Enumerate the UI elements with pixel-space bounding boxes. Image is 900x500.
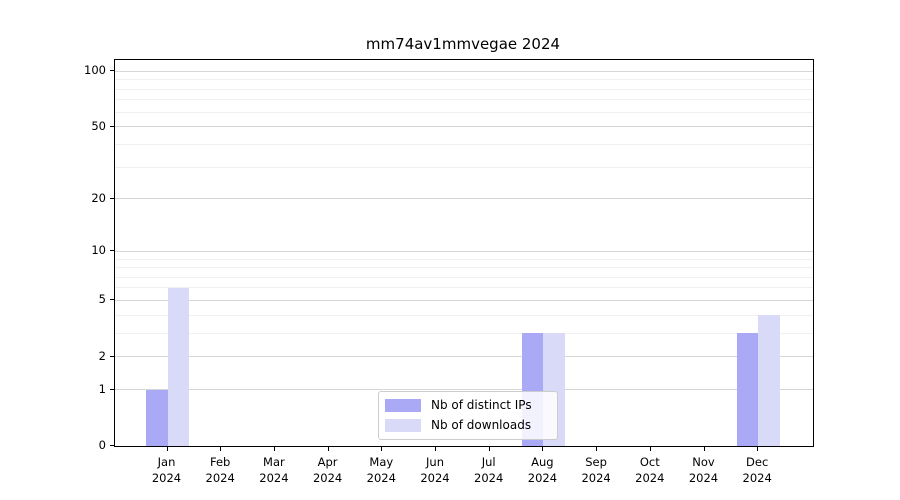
y-tick-mark	[110, 388, 114, 390]
x-tick-year: 2024	[688, 471, 719, 485]
legend-row-downloads: Nb of downloads	[385, 418, 549, 432]
x-tick-year: 2024	[474, 471, 504, 485]
x-tick-mark	[220, 447, 222, 451]
x-tick-year: 2024	[635, 471, 665, 485]
x-tick-mark	[596, 447, 598, 451]
x-tick-label: Mar 2024	[244, 454, 304, 486]
major-gridline	[115, 70, 813, 72]
major-gridline	[115, 198, 813, 200]
y-tick-label: 0	[98, 438, 106, 452]
y-tick-mark	[110, 70, 114, 72]
x-tick-year: 2024	[527, 471, 558, 485]
y-tick-label: 20	[91, 190, 106, 205]
legend-label-downloads: Nb of downloads	[431, 418, 532, 432]
x-tick-mark	[757, 447, 759, 451]
y-tick-mark	[110, 197, 114, 199]
plot-area: Nb of distinct IPs Nb of downloads	[114, 59, 814, 447]
bar-downloads	[758, 315, 780, 446]
x-tick-year: 2024	[312, 471, 343, 485]
minor-gridline	[115, 166, 813, 168]
legend-swatch-distinct-ips	[385, 398, 421, 412]
x-tick-label: Nov 2024	[674, 454, 734, 486]
bar-distinct-ips	[146, 389, 168, 446]
x-tick-label: Aug 2024	[512, 454, 572, 486]
x-tick-mark	[381, 447, 383, 451]
chart-title: mm74av1mmvegae 2024	[365, 35, 561, 53]
major-gridline	[115, 356, 813, 358]
legend-row-distinct-ips: Nb of distinct IPs	[385, 398, 549, 412]
bar-downloads	[167, 287, 189, 446]
minor-gridline	[115, 99, 813, 101]
x-tick-mark	[542, 447, 544, 451]
legend: Nb of distinct IPs Nb of downloads	[378, 391, 558, 440]
x-tick-year: 2024	[366, 471, 396, 485]
y-tick-label: 2	[98, 348, 106, 363]
y-tick-mark	[110, 125, 114, 127]
major-gridline	[115, 126, 813, 128]
x-tick-year: 2024	[742, 471, 772, 485]
x-tick-label: May 2024	[351, 454, 411, 486]
minor-gridline	[115, 258, 813, 260]
minor-gridline	[115, 267, 813, 269]
x-tick-mark	[166, 447, 168, 451]
x-tick-label: Apr 2024	[298, 454, 358, 486]
y-tick-mark	[110, 250, 114, 252]
legend-swatch-downloads	[385, 418, 421, 432]
minor-gridline	[115, 332, 813, 334]
legend-label-distinct-ips: Nb of distinct IPs	[431, 398, 532, 412]
x-tick-mark	[649, 447, 651, 451]
x-tick-label: Oct 2024	[620, 454, 680, 486]
x-tick-label: Sep 2024	[566, 454, 626, 486]
y-tick-mark	[110, 445, 114, 446]
minor-gridline	[115, 276, 813, 278]
x-tick-label: Jan 2024	[137, 454, 197, 486]
minor-gridline	[115, 88, 813, 90]
y-tick-mark	[110, 355, 114, 357]
minor-gridline	[115, 79, 813, 81]
x-tick-label: Jun 2024	[405, 454, 465, 486]
x-tick-year: 2024	[259, 471, 289, 485]
x-tick-year: 2024	[151, 471, 182, 485]
x-tick-mark	[488, 447, 490, 451]
major-gridline	[115, 389, 813, 391]
major-gridline	[115, 250, 813, 252]
minor-gridline	[115, 143, 813, 145]
x-tick-label: Jul 2024	[459, 454, 519, 486]
x-tick-mark	[273, 447, 275, 451]
major-gridline	[115, 299, 813, 301]
x-tick-year: 2024	[420, 471, 450, 485]
minor-gridline	[115, 287, 813, 289]
x-tick-label: Feb 2024	[190, 454, 250, 486]
x-tick-year: 2024	[581, 471, 611, 485]
x-tick-mark	[435, 447, 436, 451]
bar-distinct-ips	[736, 333, 759, 446]
y-tick-label: 10	[91, 243, 106, 258]
x-tick-year: 2024	[205, 471, 235, 485]
y-tick-label: 50	[91, 118, 106, 133]
minor-gridline	[115, 111, 813, 113]
y-tick-label: 100	[84, 63, 106, 78]
x-tick-mark	[703, 447, 705, 451]
y-tick-mark	[110, 299, 114, 301]
minor-gridline	[115, 314, 813, 316]
x-tick-mark	[327, 447, 329, 451]
x-tick-label: Dec 2024	[727, 454, 787, 486]
y-tick-label: 1	[98, 381, 106, 396]
y-tick-label: 5	[98, 292, 106, 307]
